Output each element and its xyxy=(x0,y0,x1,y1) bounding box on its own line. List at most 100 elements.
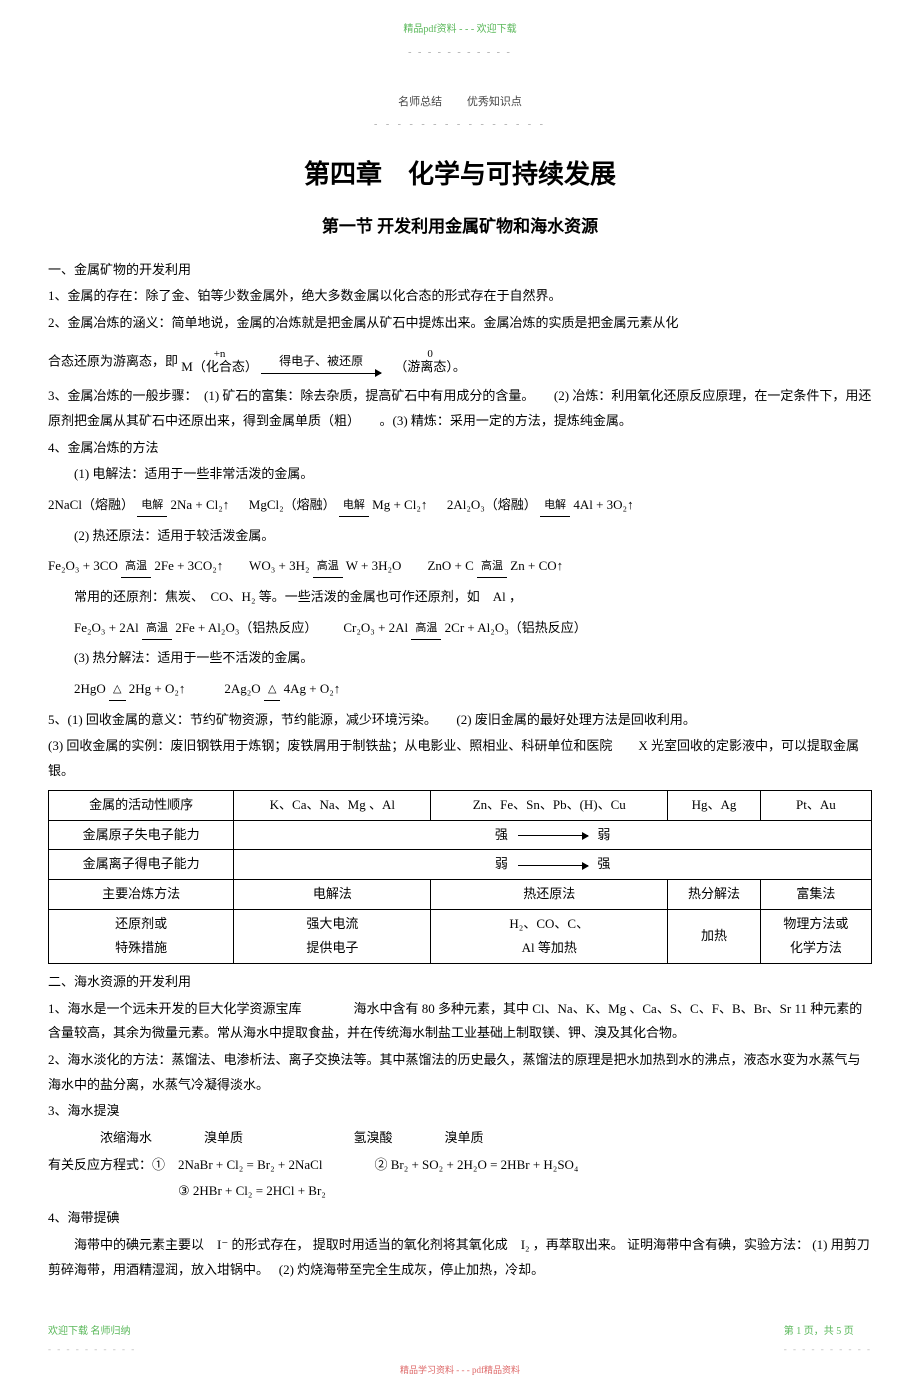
s2-p1: 1、海水是一个远未开发的巨大化学资源宝库 海水中含有 80 多种元素，其中 Cl… xyxy=(48,997,872,1046)
eq1a-l: 2NaCl（熔融） xyxy=(48,497,134,512)
cell: 主要冶炼方法 xyxy=(49,879,234,909)
flow-c: 氢溴酸 xyxy=(354,1130,393,1145)
s1-p4-1: (1) 电解法：适用于一些非常活泼的金属。 xyxy=(48,462,872,487)
p2b-end: （游离态）。 xyxy=(394,359,466,374)
eq1b-l: MgCl₂（熔融） xyxy=(249,497,336,512)
cell: Pt、Au xyxy=(760,790,871,820)
eq3a-top: 高温 xyxy=(142,618,172,640)
eq2c-r: Zn + CO↑ xyxy=(510,558,563,573)
strong-label: 强 xyxy=(597,856,610,871)
s1-p4-2: (2) 热还原法：适用于较活泼金属。 xyxy=(48,524,872,549)
eq-row-1: 2NaCl（熔融） 电解 2Na + Cl₂↑ MgCl₂（熔融） 电解 Mg … xyxy=(48,493,872,518)
flow-a: 浓缩海水 xyxy=(100,1130,152,1145)
eq-row-3: Fe₂O₃ + 2Al 高温 2Fe + Al₂O₃（铝热反应） Cr₂O₃ +… xyxy=(48,616,872,641)
subhint-2: 优秀知识点 xyxy=(467,96,522,108)
flow-d: 溴单质 xyxy=(445,1130,484,1145)
s2-p3d: ③ 2HBr + Cl₂ = 2HCl + Br₂ xyxy=(48,1179,872,1204)
table-row: 金属的活动性顺序 K、Ca、Na、Mg 、Al Zn、Fe、Sn、Pb、(H)、… xyxy=(49,790,872,820)
eq4a-r: 2Hg + O₂↑ xyxy=(129,681,186,696)
cell: 还原剂或 特殊措施 xyxy=(49,909,234,963)
s1-p5b: (3) 回收金属的实例：废旧钢铁用于炼钢；废铁屑用于制铁盐；从电影业、照相业、科… xyxy=(48,734,872,783)
eq2a-r: 2Fe + 3CO₂↑ xyxy=(154,558,223,573)
cell: 金属离子得电子能力 xyxy=(49,850,234,880)
activity-table: 金属的活动性顺序 K、Ca、Na、Mg 、Al Zn、Fe、Sn、Pb、(H)、… xyxy=(48,790,872,964)
eq2a-top: 高温 xyxy=(121,556,151,578)
s2-p3b: 浓缩海水 溴单质 氢溴酸 溴单质 xyxy=(48,1126,872,1151)
s2-p4: 4、海带提碘 xyxy=(48,1206,872,1231)
eq2b-top: 高温 xyxy=(313,556,343,578)
p2b-m: M（化合态） xyxy=(181,359,258,374)
cell: 热还原法 xyxy=(431,879,668,909)
flow-b: 溴单质 xyxy=(204,1130,243,1145)
eq4b-top: △ xyxy=(264,679,280,701)
page-title: 第四章 化学与可持续发展 xyxy=(48,150,872,199)
header-dash: - - - - - - - - - - - xyxy=(48,43,872,62)
eq3b-top: 高温 xyxy=(411,618,441,640)
eq1a-r: 2Na + Cl₂↑ xyxy=(170,497,229,512)
subhint-1: 名师总结 xyxy=(398,96,442,108)
cell: 热分解法 xyxy=(668,879,761,909)
cell-arrow: 强 弱 xyxy=(234,820,872,850)
footer-dash-left: - - - - - - - - - - xyxy=(48,1341,136,1358)
s1-p4: 4、金属冶炼的方法 xyxy=(48,436,872,461)
eq1b-r: Mg + Cl₂↑ xyxy=(372,497,427,512)
s2-p3c: 有关反应方程式：① 2NaBr + Cl₂ = Br₂ + 2NaCl ② Br… xyxy=(48,1153,872,1178)
eq-row-2: Fe₂O₃ + 3CO 高温 2Fe + 3CO₂↑ WO₃ + 3H₂ 高温 … xyxy=(48,554,872,579)
eq1c-l: 2Al₂O₃（熔融） xyxy=(447,497,537,512)
s1-p1: 1、金属的存在：除了金、铂等少数金属外，绝大多数金属以化合态的形式存在于自然界。 xyxy=(48,284,872,309)
eq3a-r: 2Fe + Al₂O₃（铝热反应） xyxy=(175,620,317,635)
cell-arrow: 弱 强 xyxy=(234,850,872,880)
cell: 电解法 xyxy=(234,879,431,909)
strong-label: 强 xyxy=(495,827,508,842)
footer-right: 第 1 页，共 5 页 xyxy=(784,1322,872,1341)
cell: 强大电流 提供电子 xyxy=(234,909,431,963)
s2-p4b: 海带中的碘元素主要以 I⁻ 的形式存在， 提取时用适当的氧化剂将其氧化成 I₂ … xyxy=(48,1233,872,1282)
s2-p3: 3、海水提溴 xyxy=(48,1099,872,1124)
section-1-heading: 一、金属矿物的开发利用 xyxy=(48,258,872,283)
s1-p2b: 合态还原为游离态，即 +n M（化合态） 得电子、被还原 0 （游离态）。 xyxy=(48,346,872,375)
table-row: 主要冶炼方法 电解法 热还原法 热分解法 富集法 xyxy=(49,879,872,909)
s1-p5: 5、(1) 回收金属的意义：节约矿物资源，节约能源，减少环境污染。 (2) 废旧… xyxy=(48,708,872,733)
cell: Zn、Fe、Sn、Pb、(H)、Cu xyxy=(431,790,668,820)
cell: H₂、CO、C、 Al 等加热 xyxy=(431,909,668,963)
eq2c-l: ZnO + C xyxy=(427,558,473,573)
arrow-icon xyxy=(518,865,588,866)
cell: K、Ca、Na、Mg 、Al xyxy=(234,790,431,820)
s1-p2: 2、金属冶炼的涵义：简单地说，金属的冶炼就是把金属从矿石中提炼出来。金属冶炼的实… xyxy=(48,311,872,336)
eq2c-top: 高温 xyxy=(477,556,507,578)
footer-mid: 精品学习资料 - - - pdf精品资料 xyxy=(48,1362,872,1379)
eq-row-4: 2HgO △ 2Hg + O₂↑ 2Ag₂O △ 4Ag + O₂↑ xyxy=(48,677,872,702)
eq1a-top: 电解 xyxy=(137,495,167,517)
table-row: 还原剂或 特殊措施 强大电流 提供电子 H₂、CO、C、 Al 等加热 加热 物… xyxy=(49,909,872,963)
footer-left: 欢迎下载 名师归纳 xyxy=(48,1322,136,1341)
footer-dash-right: - - - - - - - - - - xyxy=(784,1341,872,1358)
eq3b-r: 2Cr + Al₂O₃（铝热反应） xyxy=(445,620,587,635)
cell: 金属原子失电子能力 xyxy=(49,820,234,850)
header-hint: 精品pdf资料 - - - 欢迎下载 xyxy=(48,20,872,39)
eq4b-r: 4Ag + O₂↑ xyxy=(284,681,341,696)
eq4b-l: 2Ag₂O xyxy=(224,681,260,696)
s2-p2: 2、海水淡化的方法：蒸馏法、电渗析法、离子交换法等。其中蒸馏法的历史最久，蒸馏法… xyxy=(48,1048,872,1097)
eq1c-r: 4Al + 3O₂↑ xyxy=(573,497,633,512)
p2b-sup: +n xyxy=(214,348,226,360)
page-footer: 欢迎下载 名师归纳 - - - - - - - - - - 第 1 页，共 5 … xyxy=(48,1322,872,1358)
eq4a-top: △ xyxy=(109,679,125,701)
eq3a-l: Fe₂O₃ + 2Al xyxy=(74,620,139,635)
eq3b-l: Cr₂O₃ + 2Al xyxy=(343,620,408,635)
p2b-sup2: 0 xyxy=(427,348,433,360)
s1-p4-3: (3) 热分解法：适用于一些不活泼的金属。 xyxy=(48,646,872,671)
eq2a-l: Fe₂O₃ + 3CO xyxy=(48,558,118,573)
s1-p4-2b: 常用的还原剂：焦炭、 CO、H₂ 等。一些活泼的金属也可作还原剂，如 Al ， xyxy=(48,585,872,610)
reduction-arrow: 得电子、被还原 xyxy=(261,350,381,374)
cell: 加热 xyxy=(668,909,761,963)
table-row: 金属离子得电子能力 弱 强 xyxy=(49,850,872,880)
p2b-a: 合态还原为游离态，即 xyxy=(48,353,178,368)
sub-hint: 名师总结 优秀知识点 xyxy=(48,92,872,113)
section-2-heading: 二、海水资源的开发利用 xyxy=(48,970,872,995)
cell: 富集法 xyxy=(760,879,871,909)
subhint-dash: - - - - - - - - - - - - - - - xyxy=(48,115,872,134)
cell: 金属的活动性顺序 xyxy=(49,790,234,820)
eq1b-top: 电解 xyxy=(339,495,369,517)
eq4a-l: 2HgO xyxy=(74,681,106,696)
arrow-icon xyxy=(518,835,588,836)
